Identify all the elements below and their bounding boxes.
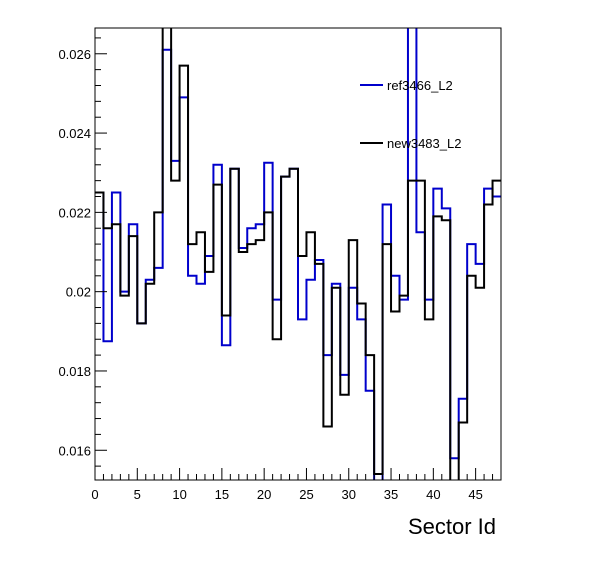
x-tick-label: 25 [299, 487, 313, 502]
legend-label-1: new3483_L2 [387, 136, 461, 151]
x-axis: 0 5 10 15 20 25 30 35 40 45 [91, 468, 502, 502]
x-tick-label: 0 [91, 487, 98, 502]
x-tick-label: 45 [468, 487, 482, 502]
y-tick-label: 0.026 [58, 47, 91, 62]
series-layer [95, 28, 501, 480]
y-tick-label: 0.016 [58, 443, 91, 458]
x-tick-label: 30 [342, 487, 356, 502]
y-tick-label: 0.02 [66, 285, 91, 300]
y-tick-label: 0.018 [58, 364, 91, 379]
x-tick-label: 35 [384, 487, 398, 502]
legend-label-0: ref3466_L2 [387, 78, 453, 93]
series-line-1 [95, 28, 501, 480]
y-tick-label: 0.022 [58, 205, 91, 220]
x-tick-label: 40 [426, 487, 440, 502]
x-tick-label: 5 [134, 487, 141, 502]
y-tick-label: 0.024 [58, 126, 91, 141]
x-axis-title: Sector Id [408, 514, 496, 539]
x-tick-label: 10 [172, 487, 186, 502]
y-axis: 0.016 0.018 0.02 0.022 0.024 0.026 [58, 37, 107, 467]
legend: ref3466_L2 new3483_L2 [360, 78, 461, 151]
x-tick-label: 15 [215, 487, 229, 502]
x-tick-label: 20 [257, 487, 271, 502]
